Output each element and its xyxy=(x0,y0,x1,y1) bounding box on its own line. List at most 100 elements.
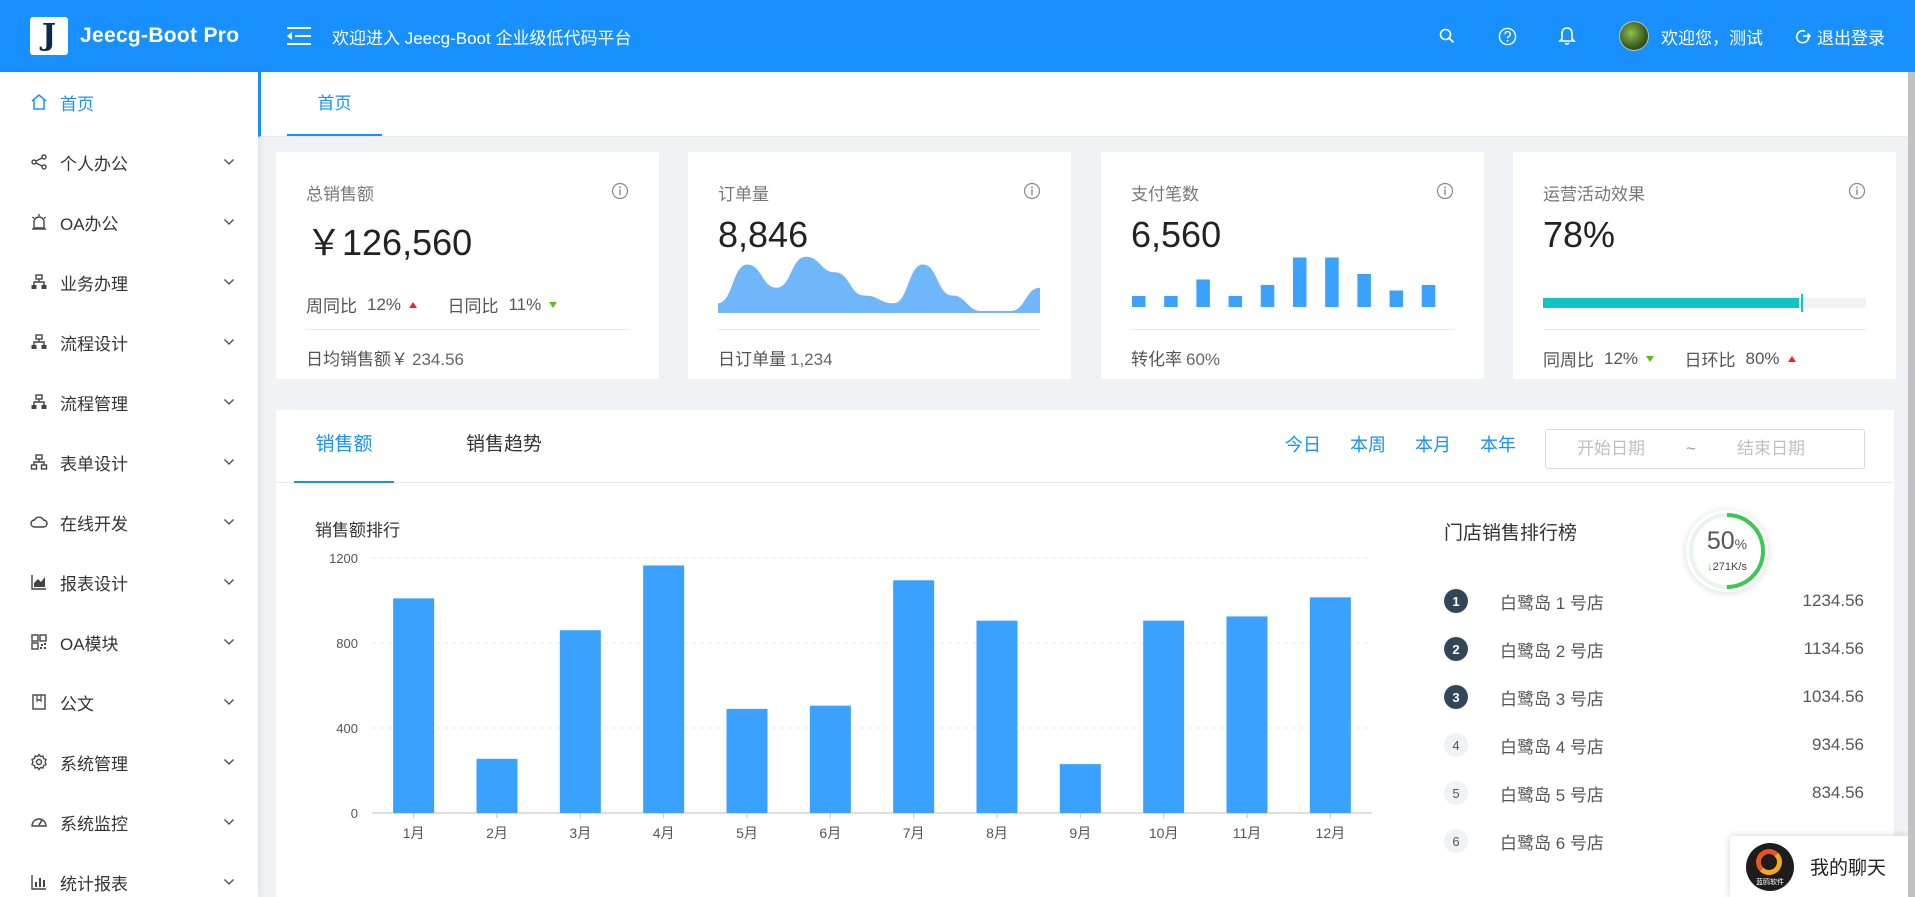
x-tick-label: 7月 xyxy=(903,825,925,841)
sidebar-item[interactable]: 首页 xyxy=(0,72,258,132)
page-scrollbar[interactable] xyxy=(1908,72,1915,897)
sidebar-item[interactable]: 流程管理 xyxy=(0,372,258,432)
rank-store-value: 1034.56 xyxy=(1802,687,1864,706)
progress-track xyxy=(1543,294,1866,312)
logout-button[interactable]: 退出登录 xyxy=(1795,24,1885,49)
chat-logo-ring xyxy=(1756,848,1782,875)
rank-store-value: 834.56 xyxy=(1812,783,1864,802)
bar[interactable] xyxy=(559,630,601,813)
search-icon[interactable] xyxy=(1435,24,1459,48)
sidebar-item-label: 个人办公 xyxy=(60,154,128,174)
sidebar-item[interactable]: 个人办公 xyxy=(0,132,258,192)
home-icon xyxy=(30,93,48,111)
chat-logo: 蓝鸥软件 xyxy=(1746,842,1794,891)
end-date-input[interactable] xyxy=(1706,439,1836,459)
rank-store-name: 白鹭岛 4 号店 xyxy=(1500,737,1604,757)
alarm-icon xyxy=(30,213,48,231)
info-circle-icon[interactable] xyxy=(611,182,629,200)
trend-value: 80% xyxy=(1745,348,1780,368)
sidebar-item-label: 公文 xyxy=(60,694,94,714)
bar[interactable] xyxy=(643,565,685,813)
bell-icon[interactable] xyxy=(1555,24,1579,48)
date-range-picker[interactable]: ~ xyxy=(1545,429,1865,469)
date-separator: ~ xyxy=(1686,439,1696,458)
footer-value: 1,234 xyxy=(790,350,833,369)
tab-sales[interactable]: 销售额 xyxy=(294,410,394,483)
bar[interactable] xyxy=(976,620,1018,813)
sidebar-item-label: 统计报表 xyxy=(60,874,128,894)
bar[interactable] xyxy=(1143,620,1185,813)
chat-widget[interactable]: 蓝鸥软件 我的聊天 xyxy=(1730,836,1908,897)
sidebar-item[interactable]: 表单设计 xyxy=(0,432,258,492)
user-menu[interactable]: 欢迎您，测试 xyxy=(1619,21,1763,51)
tab-sales-trend[interactable]: 销售趋势 xyxy=(465,434,542,455)
chevron-down-icon xyxy=(222,875,236,889)
bar-chart-icon xyxy=(30,873,48,891)
sidebar-item[interactable]: 流程设计 xyxy=(0,312,258,372)
rank-store-value: 1234.56 xyxy=(1802,591,1864,610)
bar[interactable] xyxy=(893,580,935,813)
range-week[interactable]: 本周 xyxy=(1350,435,1386,455)
info-circle-icon[interactable] xyxy=(1436,182,1454,200)
sidebar-item[interactable]: 系统监控 xyxy=(0,792,258,852)
bar[interactable] xyxy=(393,598,435,813)
sidebar-item[interactable]: 公文 xyxy=(0,672,258,732)
sidebar-item[interactable]: OA办公 xyxy=(0,192,258,252)
sidebar-item[interactable]: 业务办理 xyxy=(0,252,258,312)
rank-number: 2 xyxy=(1444,637,1468,661)
chevron-down-icon xyxy=(222,635,236,649)
range-month[interactable]: 本月 xyxy=(1415,435,1451,455)
mini-bar xyxy=(1260,285,1275,307)
bar[interactable] xyxy=(809,705,851,813)
range-today[interactable]: 今日 xyxy=(1285,435,1321,455)
divider xyxy=(1131,329,1454,330)
card-footer: 日订单量 1,234 xyxy=(718,345,833,370)
help-icon[interactable] xyxy=(1495,24,1519,48)
info-circle-icon[interactable] xyxy=(1023,182,1041,200)
info-circle-icon[interactable] xyxy=(1848,182,1866,200)
sidebar-item[interactable]: OA模块 xyxy=(0,612,258,672)
payments-mini-bar-chart xyxy=(1131,257,1436,307)
speed-percent-value: 50 xyxy=(1706,527,1735,555)
bar[interactable] xyxy=(726,708,768,813)
bar[interactable] xyxy=(1309,597,1351,813)
start-date-input[interactable] xyxy=(1546,439,1676,459)
x-tick-label: 5月 xyxy=(736,825,758,841)
trend-value: 12% xyxy=(367,294,402,314)
y-tick-label: 1200 xyxy=(329,551,358,566)
rank-store-name: 白鹭岛 6 号店 xyxy=(1500,833,1604,853)
card-value: 8,846 xyxy=(718,214,809,255)
divider xyxy=(1543,329,1866,330)
chevron-down-icon xyxy=(222,155,236,169)
bar[interactable] xyxy=(476,758,518,813)
y-tick-label: 0 xyxy=(351,806,358,821)
speed-rate-value: 271K/s xyxy=(1712,561,1747,573)
menu-fold-icon[interactable] xyxy=(284,21,314,51)
sidebar-item[interactable]: 系统管理 xyxy=(0,732,258,792)
x-tick-label: 1月 xyxy=(403,825,425,841)
app-name: Jeecg-Boot Pro xyxy=(80,24,240,47)
chevron-down-icon xyxy=(222,215,236,229)
bar[interactable] xyxy=(1226,616,1268,813)
sidebar-item[interactable]: 在线开发 xyxy=(0,492,258,552)
speed-widget[interactable]: 50% ↓271K/s xyxy=(1686,510,1768,592)
rank-item: 2 白鹭岛 2 号店 1134.56 xyxy=(1444,625,1864,673)
scrollbar-thumb[interactable] xyxy=(1908,72,1915,897)
sidebar-item[interactable]: 报表设计 xyxy=(0,552,258,612)
sidebar-item-label: 流程管理 xyxy=(60,394,128,414)
divider xyxy=(306,329,629,330)
rank-item: 4 白鹭岛 4 号店 934.56 xyxy=(1444,721,1864,769)
caret-down-icon xyxy=(549,301,558,308)
logo[interactable]: J Jeecg-Boot Pro xyxy=(0,0,258,72)
chart-title: 销售额排行 xyxy=(315,521,400,540)
sidebar-item-label: 流程设计 xyxy=(60,334,128,354)
trend-value: 12% xyxy=(1604,348,1639,368)
avatar[interactable] xyxy=(1619,21,1649,51)
range-year[interactable]: 本年 xyxy=(1480,435,1516,455)
tab-home[interactable]: 首页 xyxy=(287,90,382,136)
card-value: ￥126,560 xyxy=(306,222,473,263)
y-tick-label: 400 xyxy=(336,721,358,736)
mini-bar xyxy=(1196,279,1210,307)
bar[interactable] xyxy=(1059,764,1101,813)
sidebar-item[interactable]: 统计报表 xyxy=(0,852,258,897)
